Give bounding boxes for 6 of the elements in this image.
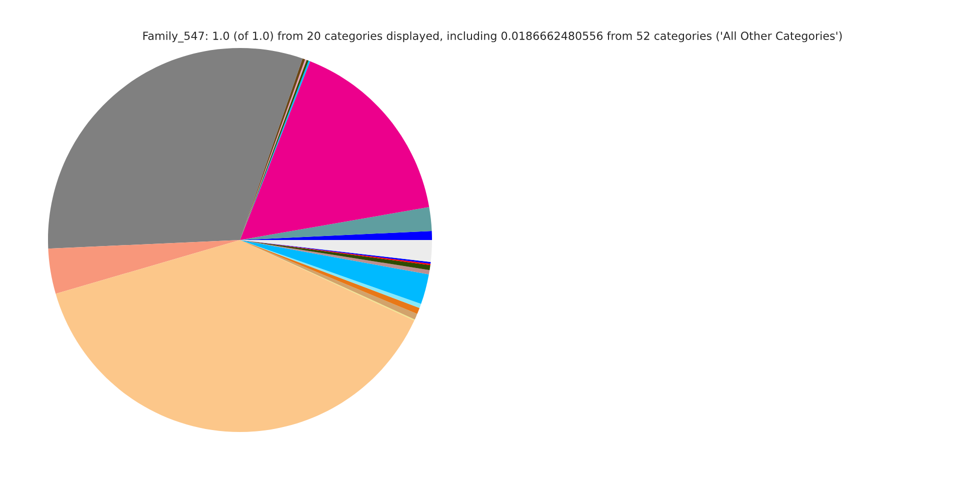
text: Family_547: 1.0 (of 1.0) from 20 categories displayed, including 0.0186662480556 from 52 categories ('All Other Categories')	[143, 31, 842, 42]
pie-slice	[240, 206, 432, 240]
pie-slice	[48, 240, 240, 294]
pie-slice	[56, 240, 414, 432]
pie-slice	[240, 61, 430, 240]
pie-slice	[48, 48, 303, 249]
